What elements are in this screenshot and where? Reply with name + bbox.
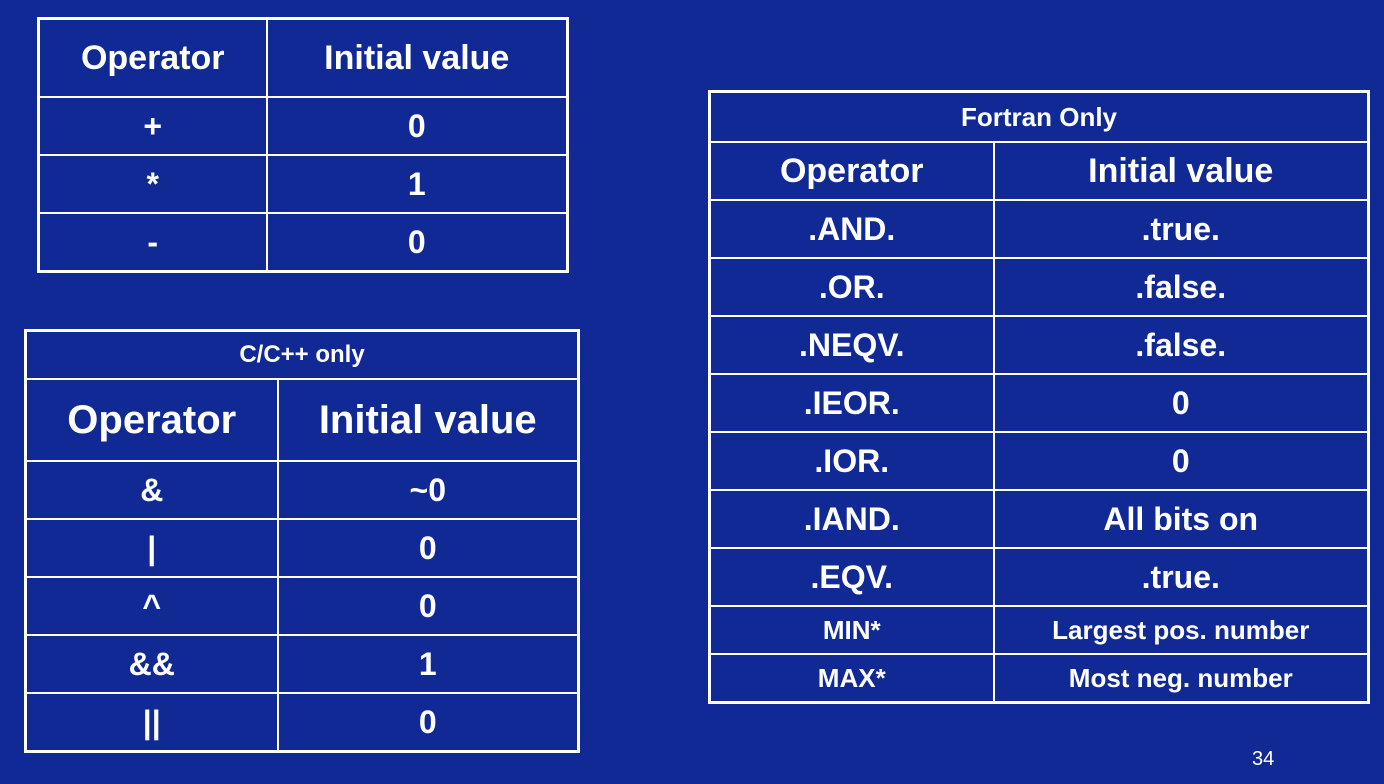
table-header-row: Operator Initial value [37, 17, 569, 98]
basic-operators-table: Operator Initial value + 0 * 1 - 0 [37, 17, 569, 273]
operator-cell: .IOR. [708, 431, 995, 491]
operator-cell: || [24, 692, 279, 753]
table-row: MIN* Largest pos. number [708, 605, 1370, 655]
initial-value-cell: .false. [992, 257, 1370, 317]
operator-cell: .EQV. [708, 547, 995, 607]
operator-cell: && [24, 634, 279, 694]
operator-cell: & [24, 460, 279, 520]
operator-cell: .AND. [708, 199, 995, 259]
operator-cell: MAX* [708, 653, 995, 704]
table-row: ^ 0 [24, 576, 580, 636]
table-row: * 1 [37, 154, 569, 214]
table-row: && 1 [24, 634, 580, 694]
c-cpp-operators-table: C/C++ only Operator Initial value & ~0 |… [24, 329, 580, 753]
table-row: .OR. .false. [708, 257, 1370, 317]
operator-cell: .OR. [708, 257, 995, 317]
operator-cell: .IEOR. [708, 373, 995, 433]
initial-value-cell: 0 [276, 518, 580, 578]
table-row: - 0 [37, 212, 569, 273]
header-initial-value: Initial value [992, 141, 1370, 201]
table-row: + 0 [37, 96, 569, 156]
operator-cell: ^ [24, 576, 279, 636]
page-number: 34 [1252, 748, 1275, 770]
initial-value-cell: .true. [992, 547, 1370, 607]
initial-value-cell: 0 [276, 692, 580, 753]
operator-cell: .IAND. [708, 489, 995, 549]
initial-value-cell: All bits on [992, 489, 1370, 549]
initial-value-cell: 0 [992, 373, 1370, 433]
table-caption: C/C++ only [24, 329, 580, 380]
initial-value-cell: .false. [992, 315, 1370, 375]
header-operator: Operator [37, 17, 268, 98]
header-initial-value: Initial value [276, 378, 580, 462]
initial-value-cell: ~0 [276, 460, 580, 520]
table-caption-row: Fortran Only [708, 90, 1370, 143]
initial-value-cell: Largest pos. number [992, 605, 1370, 655]
operator-cell: .NEQV. [708, 315, 995, 375]
table-row: || 0 [24, 692, 580, 753]
initial-value-cell: Most neg. number [992, 653, 1370, 704]
initial-value-cell: 1 [265, 154, 569, 214]
initial-value-cell: 0 [276, 576, 580, 636]
table-row: & ~0 [24, 460, 580, 520]
table-row: .IAND. All bits on [708, 489, 1370, 549]
initial-value-cell: .true. [992, 199, 1370, 259]
fortran-operators-table: Fortran Only Operator Initial value .AND… [708, 90, 1371, 704]
table-caption-row: C/C++ only [24, 329, 580, 380]
table-row: .EQV. .true. [708, 547, 1370, 607]
table-row: MAX* Most neg. number [708, 653, 1370, 704]
operator-cell: - [37, 212, 268, 273]
operator-cell: * [37, 154, 268, 214]
header-operator: Operator [708, 141, 995, 201]
header-operator: Operator [24, 378, 279, 462]
header-initial-value: Initial value [265, 17, 569, 98]
table-row: .NEQV. .false. [708, 315, 1370, 375]
operator-cell: MIN* [708, 605, 995, 655]
initial-value-cell: 0 [992, 431, 1370, 491]
table-row: .AND. .true. [708, 199, 1370, 259]
table-header-row: Operator Initial value [24, 378, 580, 462]
initial-value-cell: 0 [265, 212, 569, 273]
operator-cell: + [37, 96, 268, 156]
table-row: .IOR. 0 [708, 431, 1370, 491]
table-row: | 0 [24, 518, 580, 578]
table-caption: Fortran Only [708, 90, 1370, 143]
initial-value-cell: 0 [265, 96, 569, 156]
operator-cell: | [24, 518, 279, 578]
table-row: .IEOR. 0 [708, 373, 1370, 433]
table-header-row: Operator Initial value [708, 141, 1370, 201]
initial-value-cell: 1 [276, 634, 580, 694]
